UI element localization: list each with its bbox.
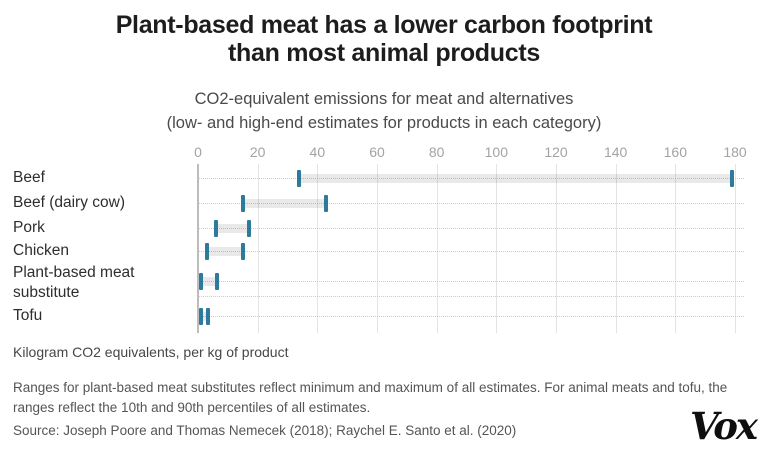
range-tick-low: [240, 194, 245, 212]
range-bar: [200, 276, 218, 286]
range-tick-low: [204, 242, 209, 260]
range-tick-low: [213, 219, 218, 237]
grid-line: [257, 164, 259, 333]
axis-tick-label: 0: [194, 144, 202, 160]
axis-tick-label: 100: [484, 144, 509, 160]
chart-subtitle: CO2-equivalent emissions for meat and al…: [0, 88, 768, 136]
unit-note: Kilogram CO2 equivalents, per kg of prod…: [13, 344, 289, 360]
grid-line: [615, 164, 617, 333]
grid-line: [556, 164, 557, 333]
plot-area: [197, 162, 746, 333]
row-guide-dotted-line: [198, 178, 744, 179]
range-tick-high: [730, 169, 735, 187]
range-tick-low: [198, 307, 203, 325]
category-labels-column: Beef Beef (dairy cow) Pork Chicken Plant-bas…: [13, 0, 193, 464]
chart-title: Plant-based meat has a lower carbon foot…: [0, 11, 768, 67]
chart-subtitle-line1: CO2-equivalent emissions for meat and al…: [194, 90, 574, 108]
category-label: Tofu: [13, 306, 43, 324]
axis-tick-label: 160: [663, 144, 688, 160]
range-tick-high: [324, 194, 329, 212]
grid-line: [317, 164, 319, 333]
chart-subtitle-line2: (low- and high-end estimates for product…: [166, 113, 602, 132]
axis-tick-label: 40: [309, 144, 326, 160]
range-tick-high: [246, 219, 251, 237]
axis-tick-label: 120: [544, 144, 568, 160]
axis-tick-label: 80: [428, 144, 445, 160]
category-label: Beef (dairy cow): [13, 193, 125, 211]
row-guide-dotted-line: [198, 228, 744, 229]
range-tick-low: [198, 272, 203, 290]
row-guide-dotted-line: [198, 203, 744, 204]
range-bar: [242, 198, 327, 208]
axis-tick-label: 20: [249, 144, 266, 160]
range-bar: [200, 311, 209, 321]
methodology-note: Ranges for plant-based meat substitutes …: [13, 380, 728, 416]
axis-zero-line: [197, 164, 199, 333]
grid-line: [436, 164, 438, 333]
axis-tick-label: 180: [723, 144, 747, 160]
range-tick-high: [215, 272, 220, 290]
row-guide-dotted-line: [198, 251, 744, 252]
category-label: Beef: [13, 168, 45, 186]
grid-line: [496, 164, 498, 333]
category-label: Pork: [13, 218, 45, 236]
x-axis: 0 20 40 60 80 100 120 140 160 180: [0, 144, 768, 160]
axis-tick-label: 60: [369, 144, 385, 160]
range-tick-high: [240, 242, 245, 260]
row-guide-dotted-line: [198, 316, 744, 317]
range-tick-low: [297, 169, 302, 187]
range-bar: [299, 173, 732, 183]
chart-title-line1: Plant-based meat has a lower carbon foot…: [115, 11, 653, 39]
category-label: Chicken: [13, 241, 69, 259]
row-guide-dotted-line: [198, 296, 744, 297]
grid-line: [377, 164, 378, 333]
chart-title-line2: than most animal products: [228, 39, 540, 67]
source-attribution: Source: Joseph Poore and Thomas Nemecek …: [13, 423, 517, 438]
axis-tick-label: 140: [603, 144, 628, 160]
range-bar: [215, 223, 249, 233]
vox-logo: Vox: [689, 404, 758, 448]
range-tick-high: [206, 307, 211, 325]
grid-line: [735, 164, 736, 333]
grid-line: [675, 164, 677, 333]
range-bar: [206, 246, 243, 256]
row-guide-dotted-line: [198, 281, 744, 282]
category-label: Plant-based meat substitute: [13, 263, 135, 301]
